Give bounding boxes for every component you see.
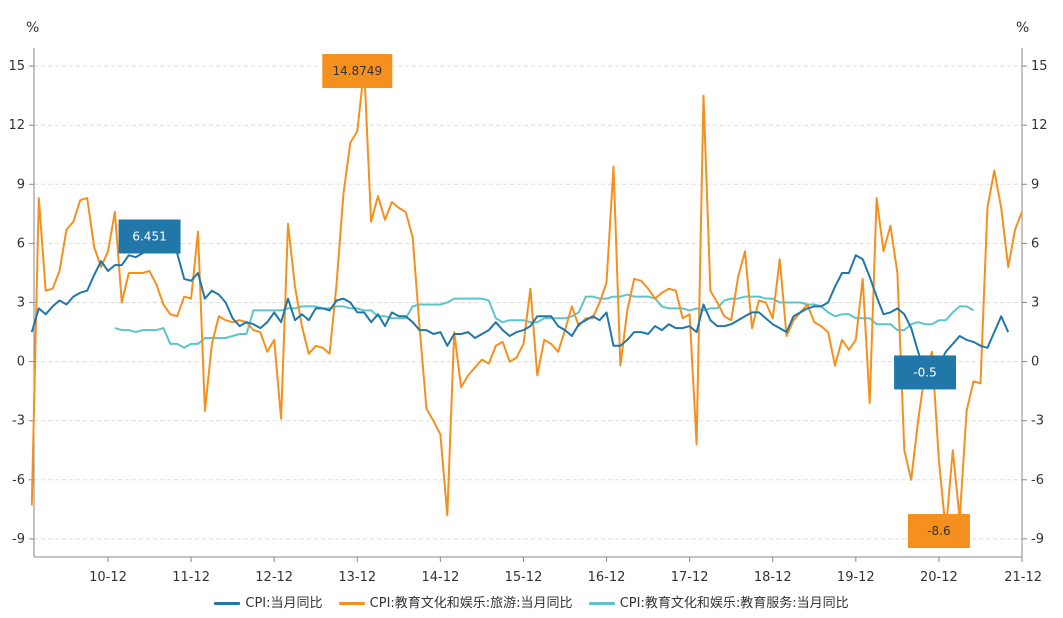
callout-box: [118, 219, 181, 254]
callout-box: [894, 355, 957, 390]
legend-item-education[interactable]: CPI:教育文化和娱乐:教育服务:当月同比: [588, 592, 849, 611]
y-tick-label-left: 6: [17, 236, 25, 251]
y-tick-label-right: 12: [1031, 118, 1048, 133]
y-tick-label-left: 3: [17, 296, 25, 311]
callout-box: [322, 54, 393, 89]
y-tick-label-left: -9: [12, 532, 25, 547]
callout-label: -8.6: [927, 524, 950, 538]
x-tick-label: 17-12: [671, 570, 709, 585]
legend-swatch-travel: [338, 602, 365, 605]
legend-label-education: CPI:教育文化和娱乐:教育服务:当月同比: [619, 596, 849, 611]
y-tick-label-left: -3: [12, 414, 25, 429]
x-tick-label: 10-12: [89, 570, 127, 585]
x-tick-label: 14-12: [421, 570, 459, 585]
y-tick-label-right: 3: [1031, 296, 1039, 311]
legend: CPI:当月同比 CPI:教育文化和娱乐:旅游:当月同比 CPI:教育文化和娱乐…: [0, 592, 1063, 611]
y-tick-label-left: 12: [8, 118, 25, 133]
x-axis-ticks: 10-12 11-12 12-12 13-12 14-12 15-12 16-12 17-12…: [89, 557, 1042, 585]
y-tick-label-left: 0: [17, 355, 25, 370]
x-tick-label: 18-12: [754, 570, 792, 585]
y-tick-label-right: 6: [1031, 236, 1039, 251]
legend-item-travel[interactable]: CPI:教育文化和娱乐:旅游:当月同比: [338, 592, 573, 611]
series-line-0: [30, 232, 1010, 373]
x-tick-label: 16-12: [588, 570, 626, 585]
x-tick-label: 19-12: [837, 570, 875, 585]
x-tick-label: 20-12: [920, 570, 958, 585]
legend-swatch-cpi: [214, 602, 241, 605]
legend-label-cpi: CPI:当月同比: [245, 596, 323, 611]
series-line-2: [114, 293, 975, 349]
series-line-1: [30, 67, 1023, 532]
x-tick-label: 13-12: [338, 570, 376, 585]
y-axis-left-ticks: -9 -6 -3 0 3 6 9 12 15: [8, 59, 34, 547]
y-axis-right-unit: %: [1016, 20, 1029, 36]
y-axis-right-ticks: -9 -6 -3 0 3 6 9 12 15: [1022, 59, 1048, 547]
value-callouts: 6.451 14.8749 -0.5 -8.6: [118, 54, 970, 549]
callout-label: 14.8749: [332, 64, 382, 78]
legend-swatch-education: [588, 602, 615, 605]
callout-box: [907, 514, 970, 549]
x-tick-label: 21-12: [1004, 570, 1042, 585]
callout-label: 6.451: [132, 230, 166, 244]
callout-2: -0.5: [894, 355, 957, 390]
x-tick-label: 15-12: [505, 570, 543, 585]
y-tick-label-left: 9: [17, 177, 25, 192]
legend-item-cpi[interactable]: CPI:当月同比: [214, 592, 323, 611]
line-chart: -9 -6 -3 0 3 6 9 12 15 -9 -6 -3 0 3 6 9 12 15 10-12 11-12…: [8, 20, 1048, 585]
y-tick-label-right: -3: [1031, 414, 1044, 429]
y-tick-label-right: 9: [1031, 177, 1039, 192]
series-lines: [30, 67, 1023, 532]
y-axis-left-unit: %: [26, 20, 39, 36]
callout-0: 6.451: [118, 219, 181, 254]
callout-1: 14.8749: [322, 54, 393, 89]
y-tick-label-right: 15: [1031, 59, 1048, 74]
y-tick-label-right: -6: [1031, 473, 1044, 488]
y-tick-label-right: -9: [1031, 532, 1044, 547]
y-tick-label-left: 15: [8, 59, 25, 74]
y-tick-label-left: -6: [12, 473, 25, 488]
callout-3: -8.6: [907, 514, 970, 549]
x-tick-label: 12-12: [255, 570, 293, 585]
y-tick-label-right: 0: [1031, 355, 1039, 370]
legend-label-travel: CPI:教育文化和娱乐:旅游:当月同比: [369, 596, 573, 611]
x-tick-label: 11-12: [172, 570, 210, 585]
callout-label: -0.5: [913, 365, 936, 379]
